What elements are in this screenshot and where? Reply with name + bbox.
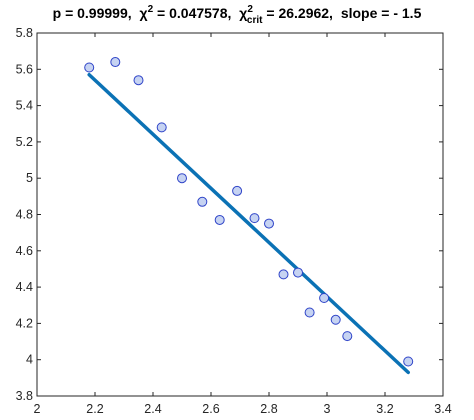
x-tick-label: 2.8	[260, 402, 277, 416]
tick-labels: 2 2.2 2.4 2.6 2.8 3 3.2 3.4 3.8 4 4.2 4.4 4.6 4.8 5 5.2…	[16, 26, 452, 416]
y-tick-label: 4.2	[16, 316, 33, 330]
y-tick-label: 4	[26, 353, 33, 367]
fit-line	[87, 72, 410, 375]
x-tick-label: 2.6	[202, 402, 219, 416]
title-p: p = 0.99999,	[53, 5, 132, 21]
data-point	[214, 214, 225, 225]
chart-title: p = 0.99999, χ2 = 0.047578, χ2 crit = 26.…	[53, 4, 422, 26]
y-tick-label: 4.4	[16, 280, 33, 294]
data-point	[403, 356, 414, 367]
y-tick-label: 5.6	[16, 62, 33, 76]
x-tick-label: 2.2	[86, 402, 103, 416]
data-point	[342, 331, 353, 342]
y-tick-label: 4.8	[16, 208, 33, 222]
data-point	[304, 307, 315, 318]
y-tick-label: 5.2	[16, 135, 33, 149]
data-point	[330, 314, 341, 325]
ticks	[36, 32, 444, 397]
y-tick-label: 5.8	[16, 26, 33, 40]
data-point	[110, 57, 121, 68]
x-tick-label: 3.4	[434, 402, 451, 416]
title-chi-crit-val: = 26.2962,	[262, 5, 332, 21]
title-chi-crit-sup: 2	[247, 4, 253, 15]
data-point	[156, 122, 167, 133]
title-slope: slope = - 1.5	[341, 5, 422, 21]
x-tick-label: 3	[324, 402, 331, 416]
y-tick-label: 5	[26, 171, 33, 185]
data-point	[319, 292, 330, 303]
data-point	[278, 269, 289, 280]
data-point	[133, 75, 144, 86]
x-tick-label: 2.4	[144, 402, 161, 416]
title-chi-crit: χ	[239, 5, 247, 21]
y-tick-label: 4.6	[16, 244, 33, 258]
title-chi: χ	[140, 5, 148, 21]
data-point	[264, 218, 274, 229]
data-point	[232, 185, 243, 196]
x-tick-label: 2	[34, 402, 41, 416]
data-point	[293, 267, 303, 278]
y-tick-label: 5.4	[16, 99, 33, 113]
title-chi-sup: 2	[148, 4, 154, 15]
data-point	[84, 62, 95, 73]
title-chi-crit-sub: crit	[247, 15, 263, 26]
x-tick-label: 3.2	[376, 402, 393, 416]
series-layer	[84, 57, 414, 375]
y-tick-label: 3.8	[16, 389, 33, 403]
title-chi-val: = 0.047578,	[153, 5, 231, 21]
data-point	[249, 213, 260, 224]
data-point	[197, 196, 208, 207]
data-point	[177, 173, 187, 184]
